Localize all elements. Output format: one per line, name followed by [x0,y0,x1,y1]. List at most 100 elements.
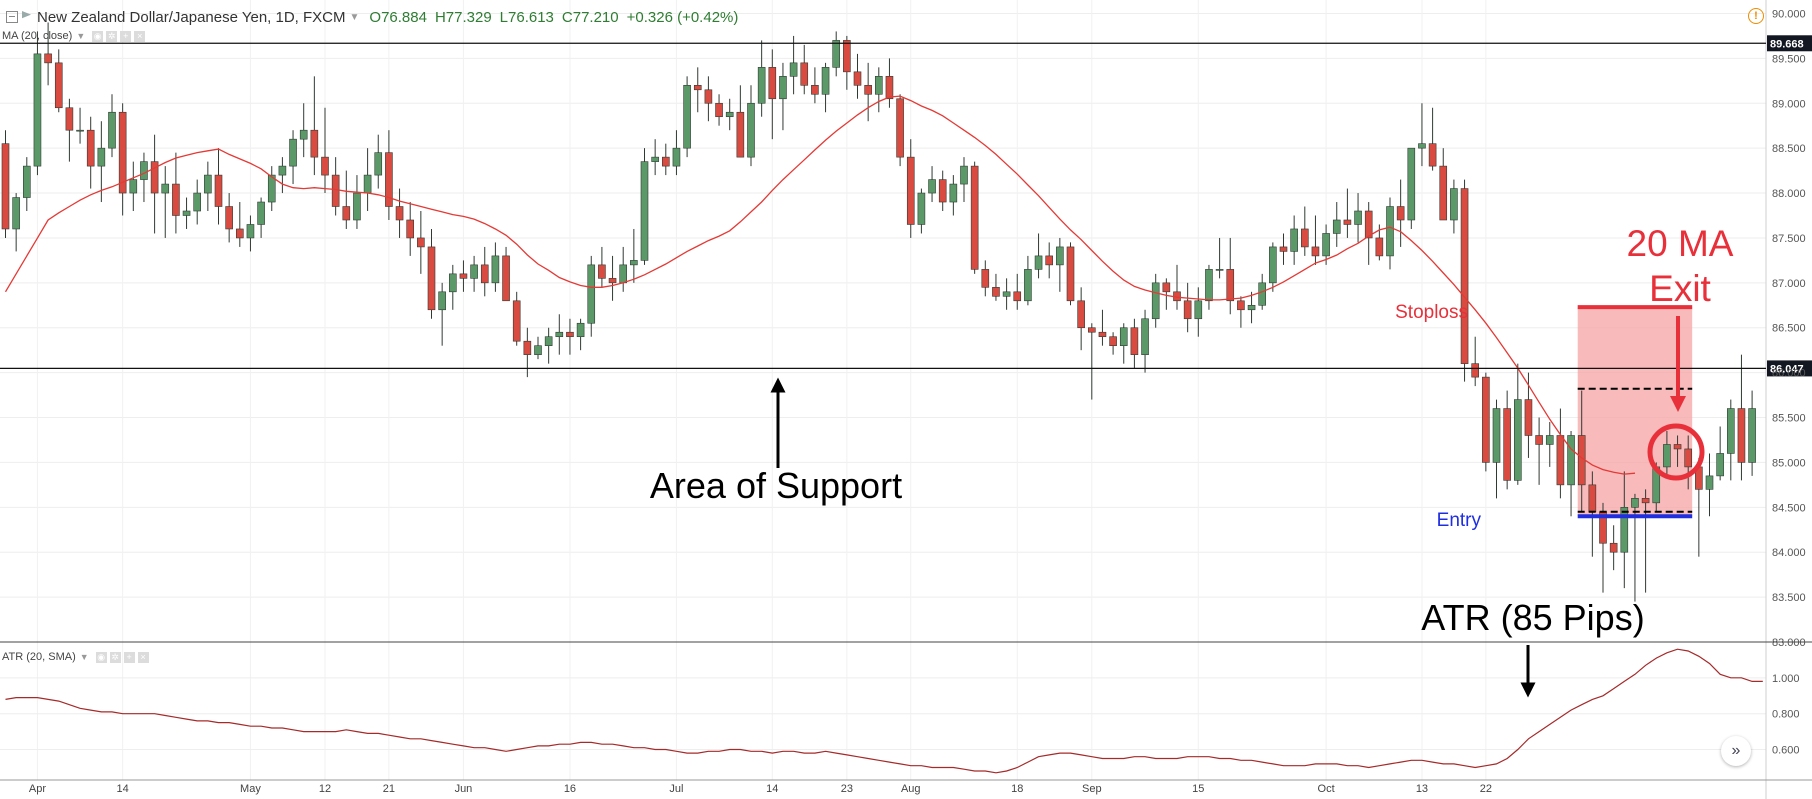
candle [1716,426,1724,481]
candle-body [1002,291,1011,297]
candle [417,211,425,274]
atr-label-legend[interactable]: ATR (20, SMA) [2,651,76,663]
candle-body [491,255,500,284]
eye-icon[interactable]: ◉ [95,651,107,663]
candle [1620,471,1629,589]
atr-axis[interactable]: 0.600 0.800 1.000 [1772,673,1800,757]
candle-body [619,264,628,284]
candle [1460,179,1469,382]
candle [214,148,223,225]
ma-line [4,95,1636,475]
candle [1545,422,1554,467]
candle-body [480,264,489,284]
candle-body [1205,269,1213,302]
candle [172,152,180,234]
time-axis[interactable]: Apr 14 May 12 21 Jun 16 Jul 14 23 Aug 18 Sep 15 Oct 13 2… [29,783,1492,795]
scroll-right-icon[interactable]: » [1721,736,1751,766]
price-tick-label: 86.500 [1772,323,1806,335]
candle-body [1492,408,1501,463]
candle-body [1364,210,1373,239]
plus-icon[interactable]: + [123,651,135,663]
candle [736,85,745,158]
symbol-title[interactable]: New Zealand Dollar/Japanese Yen, 1D, FXC… [37,8,346,26]
candle-body [1705,475,1714,490]
candle-body [640,161,649,261]
candle [1407,147,1416,229]
candle [747,85,755,167]
candle [129,161,138,212]
candle [1045,242,1053,279]
candle-body [12,197,20,230]
candle [630,228,638,283]
candle-body [1343,219,1352,225]
candle-body [757,67,766,104]
candle [1290,215,1298,265]
candle-body [172,183,180,216]
candle [1641,489,1650,593]
price-line-label: 89.668 [1770,38,1804,50]
price-tick-label: 87.500 [1772,233,1806,245]
chart-header: New Zealand Dollar/Japanese Yen, 1D, FXC… [0,0,746,34]
candle [1002,278,1011,310]
candle [1,130,10,238]
candle [544,327,553,364]
candle [1066,242,1075,306]
candle [576,318,585,351]
candle-body [1386,206,1394,257]
candle-body [459,273,468,279]
chevron-down-icon[interactable]: ▼ [76,31,86,41]
candle [86,116,95,189]
warning-icon[interactable]: ! [1748,8,1764,24]
time-tick-label: May [240,783,261,795]
candle-body [843,40,851,73]
candle-body [193,192,201,212]
candle [267,166,276,212]
time-tick-label: Jul [669,783,683,795]
candle-body [661,156,670,167]
price-axis[interactable]: 83.000 83.500 84.000 84.500 85.000 85.500 86.0… [1772,8,1806,649]
candle [480,246,489,297]
ohlc-high: H77.329 [434,8,492,26]
candle [193,179,201,225]
ma-label[interactable]: MA (20, close) [2,30,73,42]
price-tick-label: 89.500 [1772,53,1806,65]
candle [1737,354,1746,481]
time-tick-label: Jun [455,783,473,795]
close-icon[interactable]: × [134,30,146,42]
candle [1205,264,1213,310]
candle-body [108,111,116,149]
candle-body [395,206,404,221]
gear-icon[interactable]: ✲ [109,651,121,663]
plus-icon[interactable]: + [120,30,132,42]
candle [1119,323,1128,364]
chevron-down-icon[interactable]: ▼ [349,11,360,23]
candle-body [598,264,606,279]
candle-body [896,98,904,158]
candle-body [374,152,383,176]
candle-body [140,161,148,180]
price-tick-label: 84.000 [1772,547,1806,559]
chevron-down-icon[interactable]: ▼ [79,652,89,662]
stoploss-label: Stoploss [1395,302,1468,323]
candle-body [853,71,862,86]
close-icon[interactable]: × [137,651,149,663]
eye-icon[interactable]: ◉ [92,30,104,42]
candle [342,170,351,229]
candle-body [1673,444,1682,450]
candle-body [1279,246,1288,252]
candle [1024,255,1032,306]
candle-body [768,67,777,100]
gear-icon[interactable]: ✲ [106,30,118,42]
candle-body [417,237,425,248]
candle-body [1535,435,1543,445]
candle [1311,215,1320,265]
candle [960,157,968,203]
candle [608,255,617,301]
price-tick-label: 84.500 [1772,502,1806,514]
minimize-icon[interactable] [6,11,18,23]
candle-body [502,255,510,302]
atr-tick-label: 1.000 [1772,673,1800,685]
candle-body [938,179,947,203]
candle-body [949,183,958,203]
